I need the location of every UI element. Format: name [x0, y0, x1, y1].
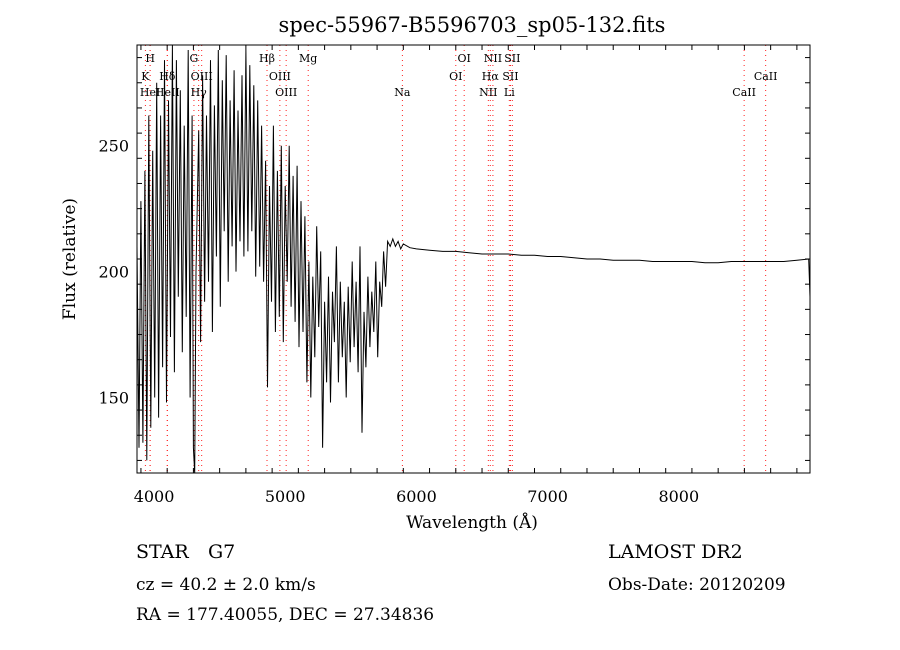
reference-line-label: OIII [191, 70, 213, 83]
obs-date-text: Obs-Date: 20120209 [608, 575, 786, 595]
spectrum-line [136, 44, 811, 474]
reference-line-label: HeII [155, 86, 180, 99]
x-axis-label: Wavelength (Å) [406, 512, 538, 533]
x-tick-label: 5000 [265, 487, 306, 506]
spectral-subclass: G7 [208, 541, 235, 563]
coordinates-text: RA = 177.40055, DEC = 27.34836 [136, 605, 434, 625]
x-axis-ticks: 4000 5000 6000 7000 8000 [134, 45, 798, 506]
reference-line-label: Hα [482, 70, 500, 83]
reference-line-label: Hγ [191, 86, 208, 99]
reference-line-label: H [145, 52, 155, 65]
reference-line-label: Mg [299, 52, 317, 65]
reference-line-label: Hδ [159, 70, 176, 83]
x-tick-label: 8000 [658, 487, 699, 506]
reference-line-label: OI [449, 70, 462, 83]
redshift-text: cz = 40.2 ± 2.0 km/s [136, 575, 316, 595]
reference-line-label: Hβ [259, 52, 275, 65]
reference-line-label: CaII [754, 70, 778, 83]
reference-line-label: OIII [269, 70, 291, 83]
reference-line-label: NII [479, 86, 497, 99]
y-tick-label: 200 [98, 263, 129, 282]
reference-line-label: NII [484, 52, 502, 65]
reference-line-labels: K HeI H HeII Hδ G Hγ OIII Hβ OIII OIII Mg Na OI OI NII H… [140, 52, 778, 99]
reference-line-label: SII [502, 70, 518, 83]
survey-name: LAMOST DR2 [608, 541, 743, 563]
y-axis-label: Flux (relative) [60, 198, 80, 320]
plot-frame [136, 44, 811, 474]
y-tick-label: 250 [98, 137, 129, 156]
reference-line-label: K [141, 70, 150, 83]
reference-line-label: G [190, 52, 199, 65]
x-tick-label: 6000 [396, 487, 437, 506]
chart-title: spec-55967-B5596703_sp05-132.fits [279, 13, 666, 37]
reference-line-label: Na [394, 86, 411, 99]
reference-lines [144, 45, 767, 473]
reference-line-label: CaII [732, 86, 756, 99]
reference-line-label: SII [504, 52, 520, 65]
reference-line-label: OI [457, 52, 470, 65]
reference-line-label: HeI [140, 86, 160, 99]
y-axis-ticks: 150 200 250 [98, 57, 810, 461]
x-tick-label: 7000 [527, 487, 568, 506]
reference-line-label: OIII [275, 86, 297, 99]
reference-line-label: Li [504, 86, 515, 99]
y-tick-label: 150 [98, 388, 129, 407]
object-class: STAR [136, 541, 189, 563]
x-tick-label: 4000 [134, 487, 175, 506]
